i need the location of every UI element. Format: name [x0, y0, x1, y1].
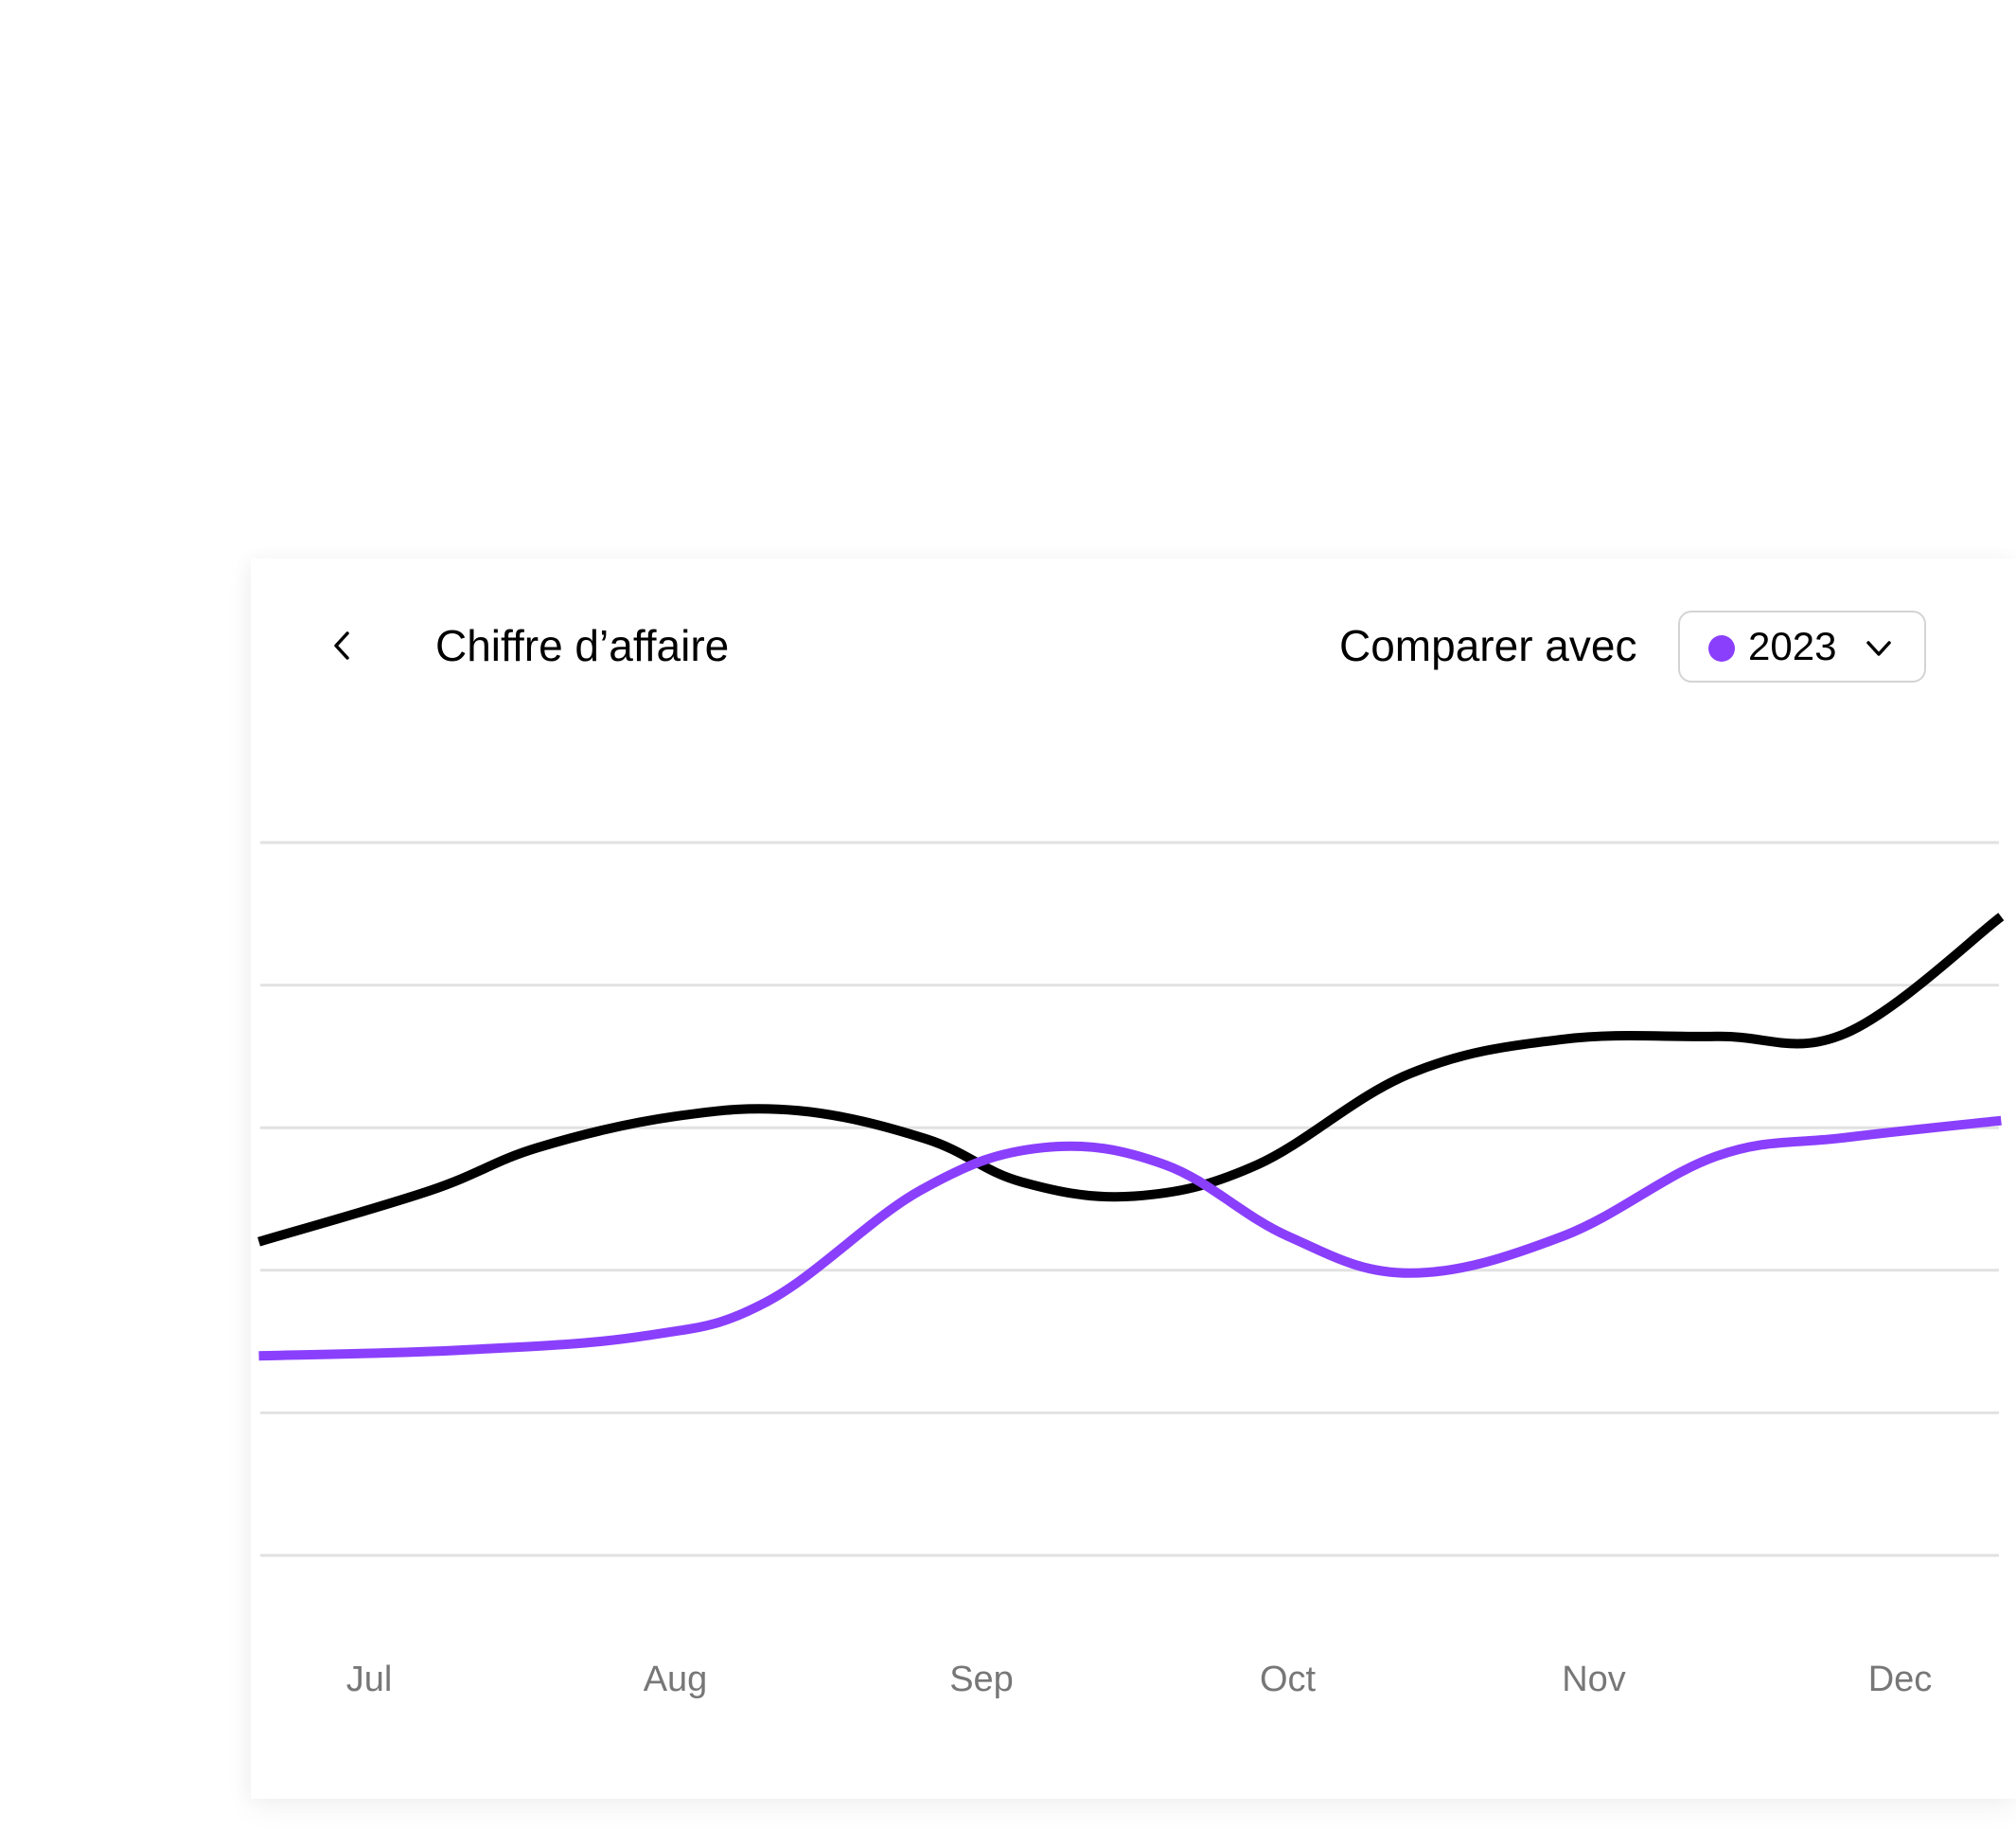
chevron-down-icon — [1866, 641, 1891, 656]
chart-title: Chiffre d’affaire — [435, 621, 730, 670]
compare-label: Comparer avec — [1339, 621, 1637, 670]
series-color-dot — [1708, 635, 1735, 662]
compare-year-value: 2023 — [1748, 624, 1837, 668]
back-button[interactable] — [322, 625, 363, 666]
chart-card — [251, 559, 2016, 1799]
compare-year-select[interactable]: 2023 — [1678, 611, 1926, 683]
chevron-left-icon — [334, 631, 349, 660]
